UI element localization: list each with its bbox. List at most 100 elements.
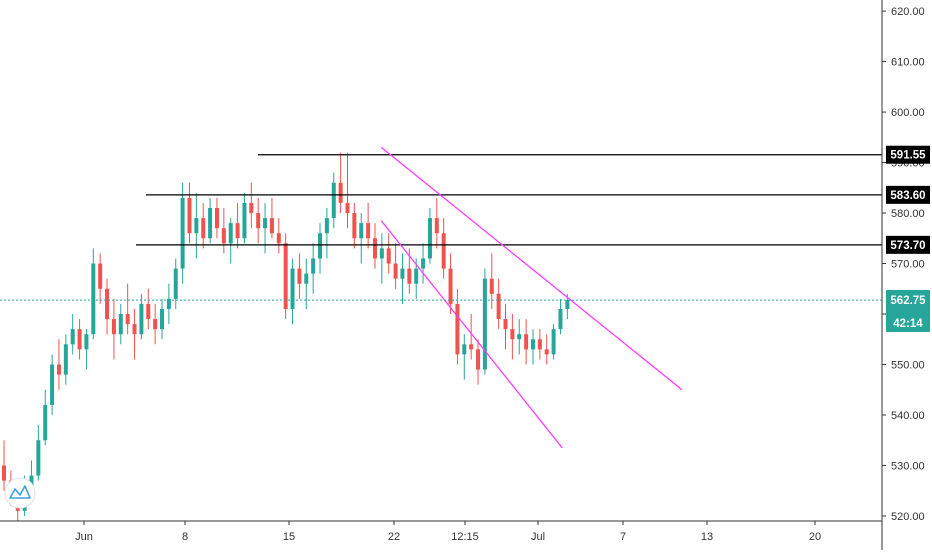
candle-body: [558, 308, 563, 330]
candle: [63, 334, 68, 385]
candle: [249, 182, 254, 229]
candle: [98, 253, 103, 304]
candle-body: [407, 268, 412, 284]
candle-body: [50, 364, 55, 405]
candle: [517, 319, 522, 355]
candle-body: [448, 268, 453, 304]
candle-body: [118, 314, 123, 335]
candle: [462, 334, 467, 380]
time-axis: Jun 8 15 22 12:15 Jul 7 13 20: [75, 521, 821, 543]
candle: [448, 253, 453, 315]
price-tick-label: 580.00: [891, 208, 925, 220]
time-tick-label: 12:15: [451, 531, 479, 543]
time-tick-label: Jul: [531, 531, 545, 543]
candle: [91, 248, 96, 340]
candle: [290, 258, 295, 325]
candle-body: [208, 207, 213, 239]
current-price-tag: 562.75 42:14: [886, 290, 930, 332]
tradingview-cloud-icon[interactable]: [4, 477, 36, 509]
candle: [496, 278, 501, 330]
candle: [132, 308, 137, 360]
candle-body: [56, 364, 61, 375]
candle: [201, 202, 206, 249]
candle: [551, 324, 556, 360]
candle-body: [166, 298, 171, 309]
price-tick-label: 540.00: [891, 410, 925, 422]
candle-body: [187, 197, 192, 234]
candle: [153, 303, 158, 345]
candle-body: [249, 202, 254, 214]
current-price-label: 562.75: [890, 295, 926, 307]
candle: [256, 197, 261, 244]
candle-body: [565, 300, 570, 309]
time-tick-label: 8: [182, 531, 188, 543]
candle-body: [324, 218, 329, 234]
price-tick-label: 520.00: [891, 511, 925, 523]
candle-body: [242, 202, 247, 239]
candle: [421, 243, 426, 284]
candle: [263, 202, 268, 254]
candle-body: [482, 278, 487, 370]
candle: [386, 233, 391, 274]
candle-body: [311, 258, 316, 274]
candle: [393, 243, 398, 289]
candle-body: [91, 263, 96, 335]
candle-body: [524, 334, 529, 350]
price-tick-label: 530.00: [891, 460, 925, 472]
candle-body: [434, 218, 439, 234]
candle-body: [194, 218, 199, 234]
candle: [510, 314, 515, 360]
candle-body: [290, 268, 295, 309]
candle: [352, 202, 357, 249]
candle: [180, 182, 185, 284]
candle-body: [125, 314, 130, 325]
candle: [111, 298, 116, 360]
candle: [50, 354, 55, 415]
time-tick-label: 22: [388, 531, 400, 543]
candle: [146, 288, 151, 330]
candle: [160, 298, 165, 340]
candle-body: [160, 308, 165, 330]
candle-body: [276, 233, 281, 244]
candle-body: [441, 233, 446, 269]
candle-body: [366, 223, 371, 239]
candle-body: [214, 207, 219, 229]
price-tick-label: 550.00: [891, 359, 925, 371]
candle: [228, 218, 233, 264]
candle: [331, 172, 336, 229]
candle: [43, 389, 48, 446]
candle: [489, 253, 494, 309]
candle: [537, 329, 542, 360]
candle-body: [359, 223, 364, 239]
candle: [366, 202, 371, 249]
candle: [105, 278, 110, 335]
candle: [2, 440, 6, 491]
candle-body: [98, 263, 103, 289]
candle-body: [153, 319, 158, 330]
trendlines-layer: [380, 146, 683, 449]
candle-body: [221, 228, 226, 244]
price-tick-label: 620.00: [891, 6, 925, 18]
candle-body: [146, 303, 151, 320]
candle-body: [63, 344, 68, 375]
candle: [221, 207, 226, 254]
level-tag-bg: [886, 235, 930, 254]
level-tag: 583.60: [886, 185, 930, 204]
candle-body: [36, 440, 41, 476]
level-tag-label: 573.70: [890, 240, 925, 252]
candle-body: [386, 248, 391, 264]
candle: [434, 197, 439, 249]
candle-body: [201, 218, 206, 239]
candle-body: [462, 344, 467, 355]
candle: [441, 218, 446, 279]
candle: [476, 339, 481, 385]
candle: [208, 197, 213, 244]
candle: [524, 319, 529, 365]
candle-body: [476, 349, 481, 370]
candle: [242, 192, 247, 244]
bar-countdown-label: 42:14: [893, 318, 923, 330]
candle-body: [331, 182, 336, 219]
candle-body: [43, 404, 48, 441]
